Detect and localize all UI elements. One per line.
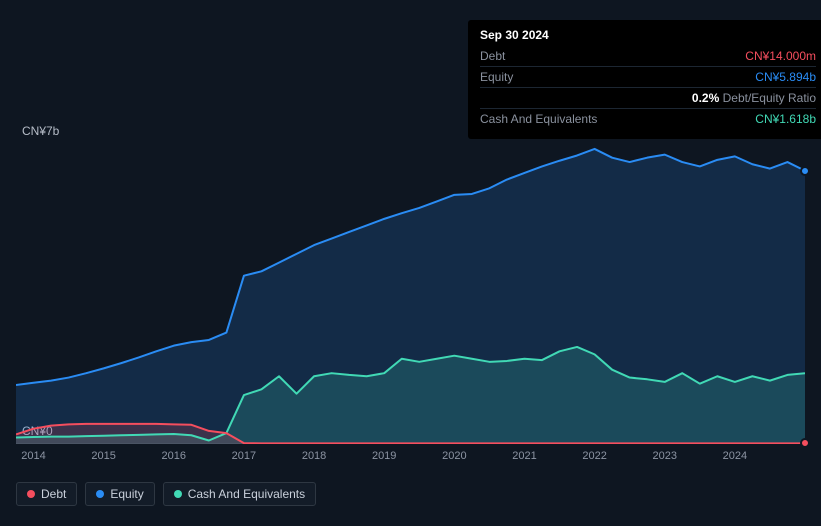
legend-label: Equity — [110, 487, 143, 501]
tooltip-row: Debt CN¥14.000m — [480, 46, 816, 67]
y-axis-label-max: CN¥7b — [22, 124, 59, 138]
legend-swatch — [174, 490, 182, 498]
tooltip-row: Cash And Equivalents CN¥1.618b — [480, 109, 816, 129]
tooltip-row: 0.2% Debt/Equity Ratio — [480, 88, 816, 109]
legend-swatch — [27, 490, 35, 498]
tooltip-row: Equity CN¥5.894b — [480, 67, 816, 88]
legend-item[interactable]: Debt — [16, 482, 77, 506]
series-end-marker — [800, 166, 810, 176]
tooltip-label: Equity — [480, 70, 513, 84]
chart-svg — [16, 138, 805, 444]
chart-container: Sep 30 2024 Debt CN¥14.000m Equity CN¥5.894… — [0, 0, 821, 526]
chart-tooltip: Sep 30 2024 Debt CN¥14.000m Equity CN¥5.894… — [468, 20, 821, 139]
x-axis-tick: 2019 — [372, 450, 396, 462]
x-axis-labels: 2014 2015 2016 2017 2018 2019 2020 2021 2022 2023… — [16, 450, 805, 466]
x-axis-tick: 2021 — [512, 450, 536, 462]
tooltip-value: CN¥5.894b — [755, 70, 816, 84]
legend-label: Cash And Equivalents — [188, 487, 305, 501]
x-axis-tick: 2022 — [582, 450, 606, 462]
chart-legend: Debt Equity Cash And Equivalents — [16, 482, 316, 506]
x-axis-tick: 2018 — [302, 450, 326, 462]
tooltip-ratio: 0.2% Debt/Equity Ratio — [692, 91, 816, 105]
x-axis-tick: 2020 — [442, 450, 466, 462]
series-end-marker — [800, 438, 810, 448]
x-axis-tick: 2017 — [232, 450, 256, 462]
x-axis-tick: 2024 — [723, 450, 747, 462]
tooltip-rows: Debt CN¥14.000m Equity CN¥5.894b 0.2% Debt/E… — [480, 46, 816, 129]
tooltip-label: Cash And Equivalents — [480, 112, 597, 126]
legend-label: Debt — [41, 487, 66, 501]
tooltip-date: Sep 30 2024 — [480, 28, 816, 42]
x-axis-tick: 2023 — [652, 450, 676, 462]
legend-item[interactable]: Cash And Equivalents — [163, 482, 316, 506]
x-axis-tick: 2014 — [21, 450, 45, 462]
x-axis-tick: 2015 — [91, 450, 115, 462]
tooltip-value: CN¥1.618b — [755, 112, 816, 126]
x-axis-tick: 2016 — [162, 450, 186, 462]
legend-item[interactable]: Equity — [85, 482, 154, 506]
chart-plot-area[interactable] — [16, 138, 805, 444]
tooltip-value: CN¥14.000m — [745, 49, 816, 63]
tooltip-label: Debt — [480, 49, 505, 63]
legend-swatch — [96, 490, 104, 498]
